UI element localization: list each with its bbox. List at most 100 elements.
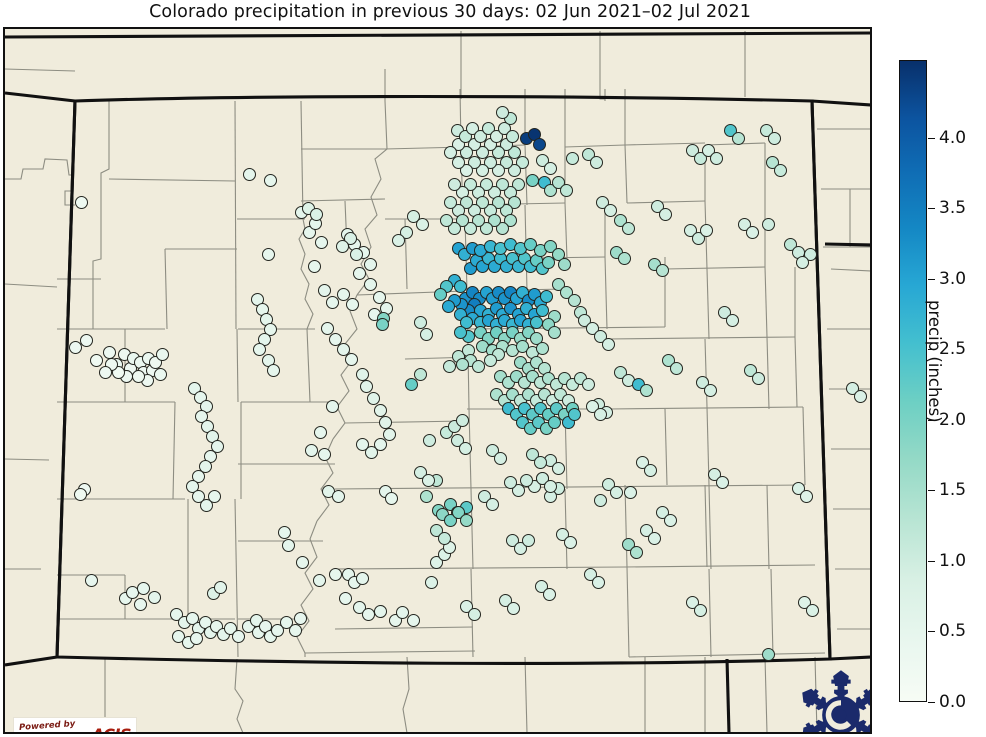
precip-station-marker: [288, 623, 302, 637]
precip-station-marker: [213, 580, 227, 594]
precip-station-marker: [451, 155, 465, 169]
precip-station-marker: [372, 290, 386, 304]
colorbar-tick-label: 2.5: [939, 339, 967, 360]
precip-station-marker: [363, 257, 377, 271]
precip-station-marker: [317, 447, 331, 461]
precip-station-marker: [601, 337, 615, 351]
precip-station-marker: [581, 377, 595, 391]
precip-station-marker: [709, 151, 723, 165]
precip-station-marker: [355, 437, 369, 451]
precip-station-marker: [525, 173, 539, 187]
precip-station-marker: [483, 353, 497, 367]
precip-station-marker: [194, 409, 208, 423]
precip-station-marker: [589, 155, 603, 169]
precip-station-marker: [547, 325, 561, 339]
precip-station-marker: [505, 129, 519, 143]
precip-station-marker: [295, 555, 309, 569]
colorbar-tick-label: 3.5: [939, 198, 967, 219]
colorbar-tick-label: 4.0: [939, 127, 967, 148]
precip-station-marker: [443, 145, 457, 159]
precip-station-marker: [703, 383, 717, 397]
snowflake-icon: [802, 670, 870, 732]
precip-station-markers: [5, 29, 870, 732]
colorbar-axis-label: precip (inches): [925, 300, 944, 423]
precip-station-marker: [171, 629, 185, 643]
precip-station-marker: [529, 331, 543, 345]
precip-station-marker: [455, 413, 469, 427]
precip-station-marker: [375, 317, 389, 331]
precip-station-marker: [384, 491, 398, 505]
precip-station-marker: [643, 463, 657, 477]
precip-station-marker: [493, 451, 507, 465]
precip-station-marker: [593, 493, 607, 507]
precip-station-marker: [617, 251, 631, 265]
precip-station-marker: [795, 255, 809, 269]
colorbar-tick-label: 0.5: [939, 621, 967, 642]
precip-station-marker: [263, 322, 277, 336]
precip-station-marker: [395, 605, 409, 619]
colorbar-tick-mark: [928, 278, 935, 280]
precip-station-marker: [336, 287, 350, 301]
precip-station-marker: [413, 367, 427, 381]
precip-station-marker: [336, 342, 350, 356]
map-plot-area: Powered by ACIS Regional Climate Centers: [3, 27, 872, 734]
precip-station-marker: [373, 437, 387, 451]
precip-station-marker: [364, 445, 378, 459]
precip-station-marker: [373, 403, 387, 417]
precip-station-marker: [453, 279, 467, 293]
colorbar-tick-mark: [928, 137, 935, 139]
precip-station-marker: [693, 603, 707, 617]
colorbar-tick-mark: [928, 560, 935, 562]
precip-station-marker: [567, 293, 581, 307]
precip-station-marker: [639, 383, 653, 397]
precip-station-marker: [557, 257, 571, 271]
precip-station-marker: [532, 137, 546, 151]
precip-station-marker: [543, 161, 557, 175]
precip-station-marker: [191, 489, 205, 503]
precip-station-marker: [335, 239, 349, 253]
precip-station-marker: [89, 353, 103, 367]
precip-station-marker: [74, 195, 88, 209]
precip-station-marker: [542, 587, 556, 601]
precip-station-marker: [495, 105, 509, 119]
precip-station-marker: [231, 629, 245, 643]
precip-station-marker: [761, 647, 775, 661]
colorbar-tick-label: 1.0: [939, 550, 967, 571]
precip-station-marker: [279, 615, 293, 629]
precip-station-marker: [567, 407, 581, 421]
colorbar-tick-label: 0.0: [939, 692, 967, 712]
precip-station-marker: [421, 473, 435, 487]
precip-station-marker: [519, 473, 533, 487]
precip-station-marker: [443, 195, 457, 209]
precip-station-marker: [317, 283, 331, 297]
precip-station-marker: [541, 255, 555, 269]
precip-station-marker: [352, 266, 366, 280]
precip-station-marker: [539, 289, 553, 303]
precip-station-marker: [621, 221, 635, 235]
colorbar-tick-mark: [928, 419, 935, 421]
precip-station-marker: [551, 461, 565, 475]
precip-station-marker: [547, 415, 561, 429]
page-title: Colorado precipitation in previous 30 da…: [149, 2, 751, 22]
precip-station-marker: [373, 604, 387, 618]
colorbar-tick-label: 2.0: [939, 409, 967, 430]
precip-station-marker: [458, 441, 472, 455]
precip-station-marker: [609, 485, 623, 499]
precip-station-marker: [413, 315, 427, 329]
colorbar-tick-mark: [928, 631, 935, 633]
precip-station-marker: [345, 297, 359, 311]
precip-station-marker: [506, 601, 520, 615]
precip-station-marker: [563, 535, 577, 549]
precip-station-marker: [715, 475, 729, 489]
precip-station-marker: [551, 247, 565, 261]
precip-station-marker: [361, 607, 375, 621]
precip-station-marker: [242, 167, 256, 181]
precip-station-marker: [359, 379, 373, 393]
precip-station-marker: [198, 459, 212, 473]
acis-logo: Powered by ACIS Regional Climate Centers: [13, 717, 137, 732]
precip-station-marker: [210, 439, 224, 453]
precip-station-marker: [406, 209, 420, 223]
precip-station-marker: [349, 247, 363, 261]
precip-station-marker: [312, 573, 326, 587]
precip-station-marker: [266, 363, 280, 377]
